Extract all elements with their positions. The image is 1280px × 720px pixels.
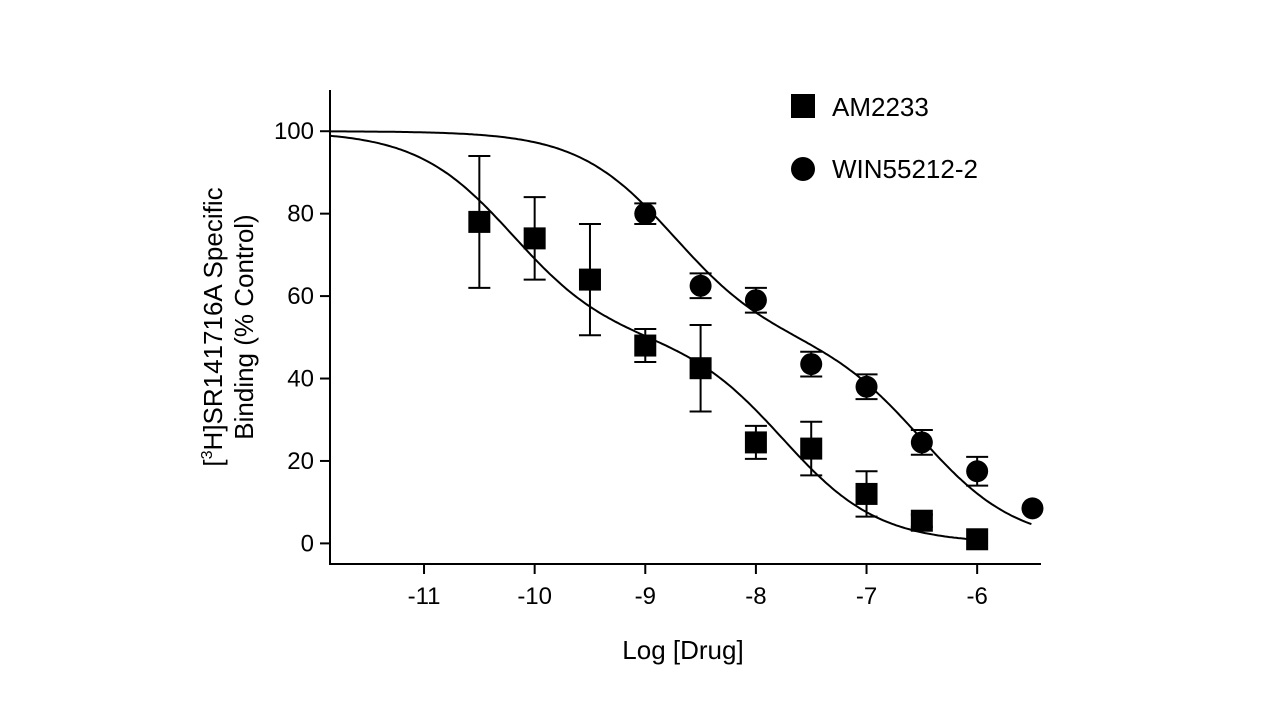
- axes: [329, 90, 1041, 565]
- marker-square: [910, 509, 933, 532]
- legend-label-win55212-2: WIN55212-2: [832, 154, 978, 184]
- marker-circle: [689, 274, 712, 297]
- y-tick-label: 40: [287, 366, 314, 393]
- fit-curves: [329, 130, 1032, 541]
- x-ticks: -11 -10 -9 -8 -7 -6: [408, 564, 988, 610]
- x-tick-label: -7: [856, 583, 877, 610]
- data-point-am2233: [855, 470, 878, 518]
- data-point-am2233: [910, 509, 933, 532]
- x-tick-label: -11: [408, 583, 441, 610]
- marker-circle: [855, 375, 878, 398]
- marker-circle: [966, 460, 989, 483]
- y-tick-label: 20: [287, 448, 314, 475]
- y-ticks: 0 20 40 60 80 100: [274, 118, 330, 557]
- data-point-am2233: [523, 196, 546, 281]
- marker-circle: [744, 289, 767, 312]
- y-axis-title-bracket: [: [198, 459, 228, 467]
- marker-square: [523, 227, 546, 250]
- legend-marker-win55212-2: [791, 157, 815, 181]
- data-point-win55212-2: [966, 455, 989, 487]
- marker-square: [800, 437, 823, 460]
- data-point-win55212-2: [910, 429, 933, 456]
- y-axis-title-superscript: 3: [199, 450, 216, 459]
- legend: AM2233 WIN55212-2: [791, 92, 978, 184]
- data-point-win55212-2: [689, 272, 712, 300]
- marker-square: [855, 482, 878, 505]
- data-point-win55212-2: [1021, 497, 1044, 520]
- data-point-win55212-2: [634, 202, 657, 225]
- y-tick-label: 80: [287, 201, 314, 228]
- data-point-am2233: [468, 154, 491, 289]
- marker-circle: [910, 431, 933, 454]
- y-axis-title: [3H]SR141716A Specific Binding (% Contro…: [198, 187, 259, 466]
- marker-square: [689, 357, 712, 380]
- y-tick-label: 100: [274, 118, 314, 145]
- legend-marker-am2233: [791, 94, 815, 118]
- marker-circle: [634, 202, 657, 225]
- data-point-am2233: [689, 323, 712, 413]
- x-tick-label: -9: [635, 583, 656, 610]
- data-point-win55212-2: [855, 373, 878, 401]
- y-axis-title-line2: Binding (% Control): [229, 214, 259, 439]
- data-point-win55212-2: [744, 286, 767, 314]
- y-axis-title-line1: [3H]SR141716A Specific: [198, 187, 228, 466]
- x-tick-label: -6: [966, 583, 987, 610]
- marker-circle: [800, 353, 823, 376]
- legend-label-am2233: AM2233: [832, 92, 929, 122]
- data-point-am2233: [578, 222, 601, 337]
- data-point-am2233: [744, 424, 767, 460]
- marker-square: [966, 528, 989, 551]
- y-tick-label: 0: [301, 530, 314, 557]
- marker-square: [634, 334, 657, 357]
- marker-square: [578, 268, 601, 291]
- data-point-am2233: [966, 528, 989, 551]
- y-axis-title-rest: H]SR141716A Specific: [198, 187, 228, 450]
- data-point-win55212-2: [800, 350, 823, 378]
- data-point-am2233: [800, 420, 823, 477]
- y-tick-label: 60: [287, 283, 314, 310]
- x-tick-label: -10: [517, 583, 552, 610]
- x-axis-title: Log [Drug]: [622, 635, 743, 665]
- x-tick-label: -8: [745, 583, 766, 610]
- marker-circle: [1021, 497, 1044, 520]
- marker-square: [744, 431, 767, 454]
- data-point-am2233: [634, 328, 657, 364]
- fit-curve-win55212-2: [330, 130, 1032, 526]
- data-points: [468, 154, 1044, 551]
- marker-square: [468, 210, 491, 233]
